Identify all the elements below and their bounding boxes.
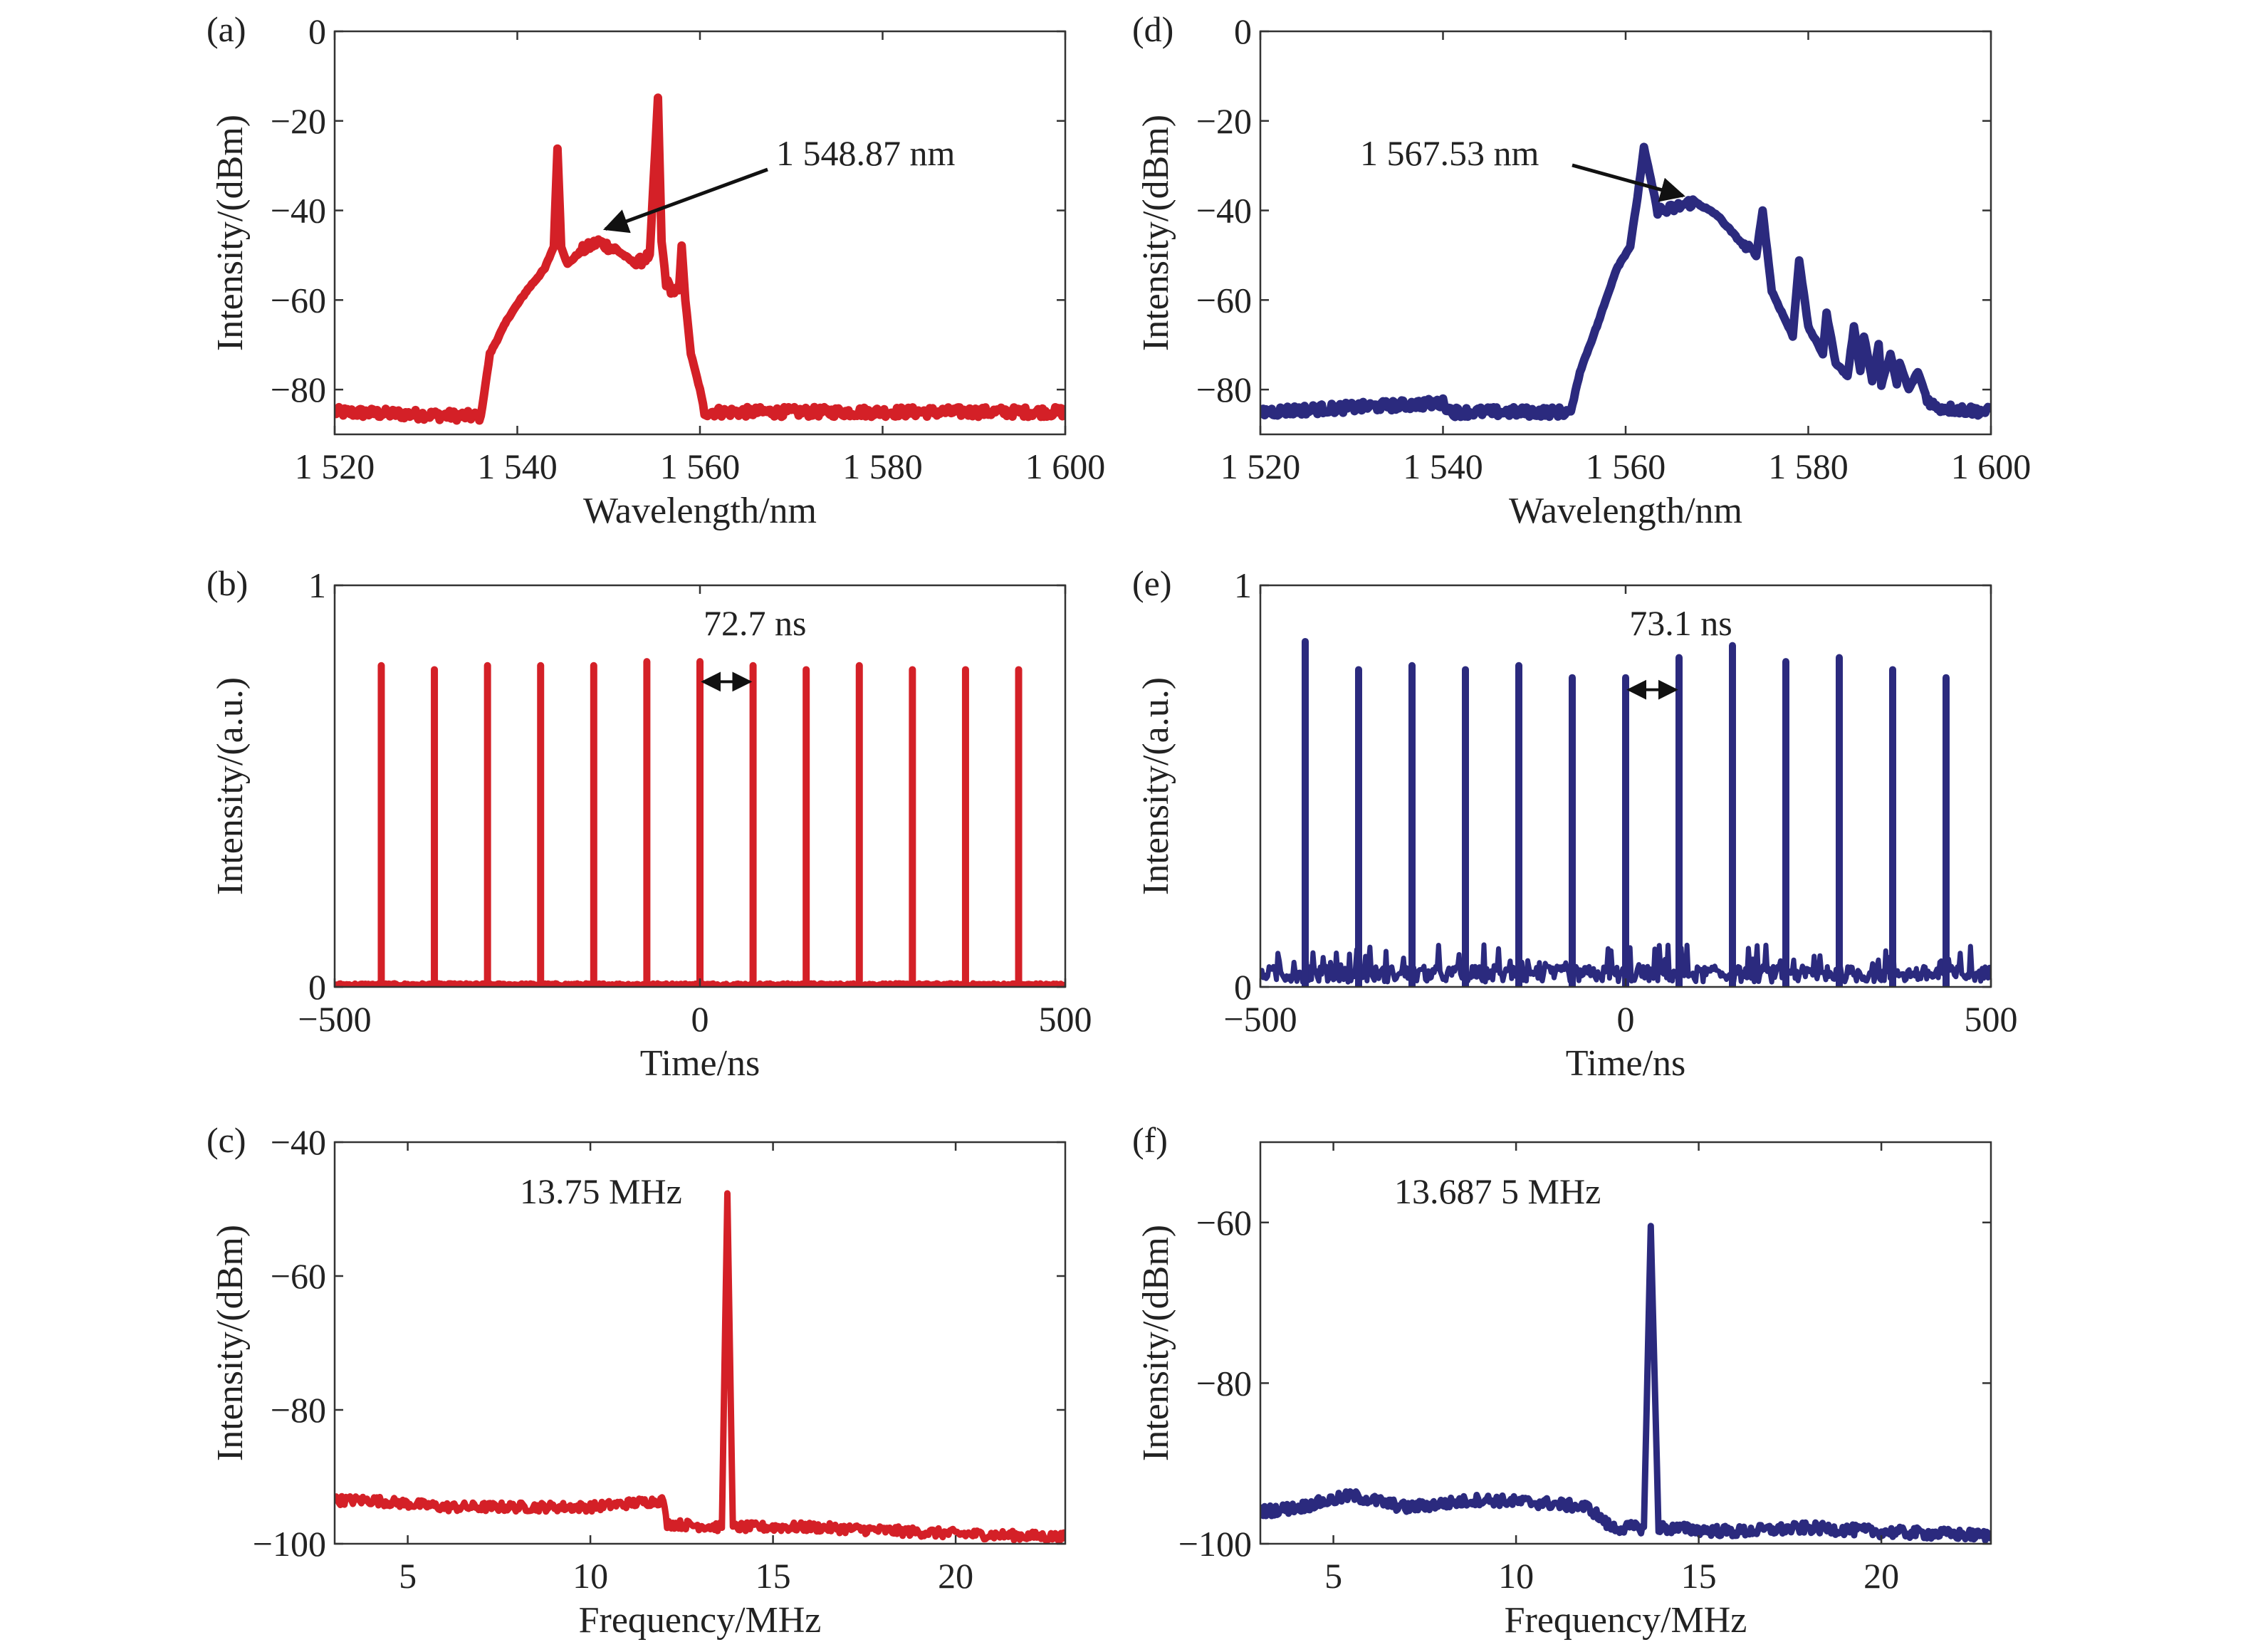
series-e	[1260, 637, 1991, 987]
series-c	[335, 1190, 1065, 1544]
x-tick-label: 5	[399, 1556, 417, 1596]
annotation-arrow	[602, 167, 768, 234]
y-tick-label: 0	[1234, 11, 1252, 51]
panel-b: 72.7 ns−500 0 50001Time/nsIntensity/(a.u.)…	[206, 563, 1092, 1084]
x-tick-label: −500	[298, 999, 371, 1039]
x-tick-label: 1 580	[842, 446, 923, 486]
y-tick-label: −40	[1196, 191, 1252, 231]
period-annotation: 72.7 ns	[704, 603, 806, 643]
y-tick-label: −100	[253, 1524, 326, 1564]
panel-d: 1 567.53 nm 1 520 1 540 1 560 1 580 1 600 0 −20…	[1132, 9, 2031, 531]
y-tick-label: −40	[271, 1122, 326, 1162]
peak-annotation: 13.687 5 MHz	[1394, 1171, 1601, 1211]
panel-label: (f)	[1132, 1120, 1168, 1160]
plot-frame	[333, 1141, 1067, 1545]
plot-frame	[1259, 1141, 1992, 1545]
x-tick-label: 500	[1039, 999, 1092, 1039]
y-tick-label: −80	[271, 370, 326, 409]
series-f	[1260, 1223, 1991, 1544]
peak-annotation: 1 548.87 nm	[776, 133, 956, 173]
series-line	[335, 1190, 1065, 1544]
y-axis-label: Intensity/(dBm)	[1136, 1225, 1176, 1461]
x-tick-label: 1 540	[1403, 446, 1483, 486]
panel-label: (c)	[206, 1120, 246, 1160]
series-line	[1260, 142, 1991, 422]
y-tick-label: −20	[1196, 101, 1252, 141]
y-tick-label: −80	[271, 1390, 326, 1430]
x-tick-label: 10	[1498, 1556, 1534, 1596]
series-line	[335, 93, 1065, 425]
y-axis-label: Intensity/(a.u.)	[1136, 677, 1176, 895]
x-tick-label: 1 600	[1951, 446, 2032, 486]
y-tick-label: −40	[271, 191, 326, 231]
series-line	[1260, 1223, 1991, 1544]
x-tick-label: 5	[1324, 1556, 1342, 1596]
peak-annotation: 1 567.53 nm	[1360, 133, 1539, 173]
period-annotation: 73.1 ns	[1629, 603, 1732, 643]
x-tick-label: 1 560	[1586, 446, 1666, 486]
x-tick-label: 1 600	[1025, 446, 1106, 486]
peak-annotation: 13.75 MHz	[520, 1171, 682, 1211]
panel-label: (e)	[1132, 563, 1172, 603]
y-tick-label: −20	[271, 101, 326, 141]
y-tick-label: −60	[1196, 1203, 1252, 1243]
series-d	[1260, 142, 1991, 422]
x-tick-label: 15	[755, 1556, 791, 1596]
x-tick-label: −500	[1223, 999, 1297, 1039]
y-tick-label: 0	[308, 967, 326, 1007]
y-axis-label: Intensity/(dBm)	[210, 115, 251, 351]
y-tick-label: −100	[1178, 1524, 1252, 1564]
panel-label: (a)	[206, 9, 246, 49]
y-tick-label: 1	[1234, 565, 1252, 605]
x-axis-label: Wavelength/nm	[1509, 491, 1742, 531]
x-tick-label: 15	[1681, 1556, 1717, 1596]
panel-c: 13.75 MHz 5 10 15 20 −40 −60 −80 −100 Frequency/M…	[206, 1120, 1067, 1641]
series-b	[335, 658, 1065, 987]
x-axis-label: Frequency/MHz	[1505, 1600, 1747, 1641]
x-tick-label: 20	[938, 1556, 973, 1596]
x-axis-label: Time/ns	[640, 1043, 760, 1084]
x-tick-label: 20	[1863, 1556, 1899, 1596]
x-tick-label: 1 560	[660, 446, 741, 486]
y-tick-label: −60	[1196, 280, 1252, 320]
y-tick-label: −80	[1196, 1363, 1252, 1403]
x-tick-label: 500	[1965, 999, 2018, 1039]
x-tick-label: 0	[1617, 999, 1635, 1039]
x-axis-label: Time/ns	[1566, 1043, 1686, 1084]
x-tick-label: 1 520	[1220, 446, 1301, 486]
panel-f: 13.687 5 MHz 5 10 15 20 −60 −80 −100 Frequency/M…	[1132, 1120, 1992, 1641]
y-tick-label: 0	[308, 11, 326, 51]
x-tick-label: 0	[691, 999, 709, 1039]
annotation-arrow	[1572, 163, 1685, 202]
y-axis-label: Intensity/(dBm)	[210, 1225, 251, 1461]
x-tick-label: 10	[572, 1556, 608, 1596]
series-a	[335, 93, 1065, 425]
x-tick-label: 1 540	[477, 446, 558, 486]
panel-a: 1 548.87 nm 1 520 1 540 1 560 1 580 1 600 0 −20…	[206, 9, 1105, 531]
y-tick-label: −80	[1196, 370, 1252, 409]
x-axis-label: Frequency/MHz	[579, 1600, 822, 1641]
x-tick-label: 1 580	[1768, 446, 1849, 486]
y-tick-label: −60	[271, 280, 326, 320]
panel-label: (b)	[206, 563, 248, 603]
y-axis-label: Intensity/(a.u.)	[210, 677, 251, 895]
y-axis-label: Intensity/(dBm)	[1136, 115, 1176, 351]
y-tick-label: 1	[308, 565, 326, 605]
panel-e: 73.1 ns−500 0 50001Time/nsIntensity/(a.u.)…	[1132, 563, 2018, 1084]
y-tick-label: −60	[271, 1256, 326, 1296]
x-axis-label: Wavelength/nm	[583, 491, 817, 531]
panel-label: (d)	[1132, 9, 1173, 49]
x-tick-label: 1 520	[295, 446, 375, 486]
y-tick-label: 0	[1234, 967, 1252, 1007]
